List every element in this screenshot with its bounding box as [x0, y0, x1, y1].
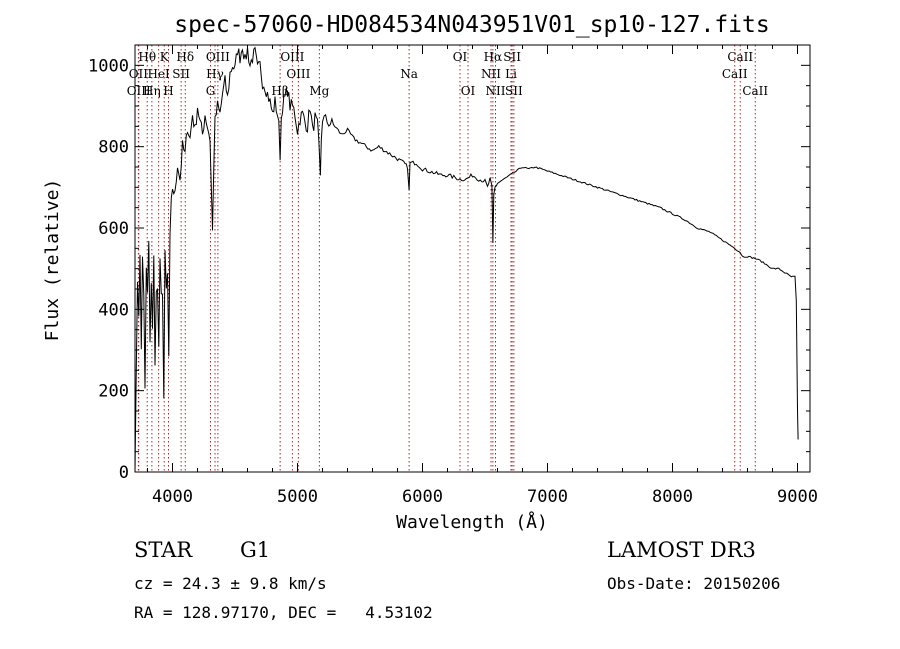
x-tick-label: 4000	[152, 487, 193, 507]
spectral-line-label-22: SII	[503, 50, 521, 64]
y-tick-label: 200	[98, 382, 129, 402]
spectrum-line	[134, 46, 799, 473]
spectral-line-label-24: SII	[505, 84, 523, 98]
spectral-line-label-1: OII	[129, 67, 149, 81]
spectral-line-label-6: SII	[172, 67, 190, 81]
spectral-line-label-27: CaII	[742, 84, 768, 98]
spectral-line-label-16: Na	[400, 67, 418, 81]
spectral-line-label-14: Hβ	[271, 84, 288, 98]
observation-date: Obs-Date: 20150206	[607, 574, 781, 593]
coordinates: RA = 128.97170, DEC = 4.53102	[134, 603, 433, 622]
spectral-line-label-8: Hδ	[176, 50, 194, 64]
x-tick-label: 6000	[402, 487, 443, 507]
spectral-line-label-7: H	[163, 84, 173, 98]
spectral-line-label-12: OIII	[280, 50, 304, 64]
spectral-line-label-15: Mg	[309, 84, 329, 98]
plot-frame	[134, 44, 811, 473]
spectral-line-label-19: Hα	[484, 50, 503, 64]
spectral-line-label-23: Li	[505, 67, 517, 81]
x-tick-label: 9000	[777, 487, 818, 507]
chart-title: spec-57060-HD084534N043951V01_sp10-127.f…	[174, 12, 769, 38]
y-tick-label: 800	[98, 138, 129, 158]
spectrum-series	[134, 46, 799, 473]
spectral-line-label-25: CaII	[727, 50, 753, 64]
object-type: STAR	[134, 538, 193, 562]
x-tick-label: 7000	[527, 487, 568, 507]
tick-labels: 4000 5000 6000 7000 8000 9000 0 200 400 600 800 100…	[88, 56, 818, 507]
y-tick-label: 1000	[88, 56, 129, 76]
spectral-line-label-20: NII	[481, 67, 501, 81]
spectral-line-label-17: OI	[453, 50, 468, 64]
y-axis-label: Flux (relative)	[42, 179, 63, 342]
spectral-line-label-18: OI	[461, 84, 476, 98]
spectral-line-label-2: OIII	[127, 84, 151, 98]
spectral-line-label-9: OIII	[206, 50, 230, 64]
spectral-line-label-11: G	[206, 84, 216, 98]
spectral-line-label-0: Hθ	[138, 50, 156, 64]
y-tick-label: 0	[119, 463, 129, 483]
y-tick-label: 600	[98, 219, 129, 239]
spectral-line-label-26: CaII	[722, 67, 748, 81]
spectral-line-label-3: Hη	[143, 84, 161, 98]
spectral-line-label-13: OIII	[286, 67, 310, 81]
x-axis-label: Wavelength (Å)	[396, 511, 548, 533]
x-tick-label: 8000	[652, 487, 693, 507]
spectral-line-label-5: K	[160, 50, 170, 64]
redshift-velocity: cz = 24.3 ± 9.8 km/s	[134, 574, 327, 593]
spectral-line-label-21: NII	[486, 84, 506, 98]
axis-ticks	[135, 44, 810, 473]
spectral-line-markers	[137, 45, 756, 472]
spectral-line-label-10: Hγ	[206, 67, 224, 81]
spectral-line-label-4: HeI	[147, 67, 170, 81]
x-tick-label: 5000	[277, 487, 318, 507]
object-subclass: G1	[240, 538, 271, 562]
y-tick-label: 400	[98, 300, 129, 320]
survey-name: LAMOST DR3	[607, 538, 756, 562]
